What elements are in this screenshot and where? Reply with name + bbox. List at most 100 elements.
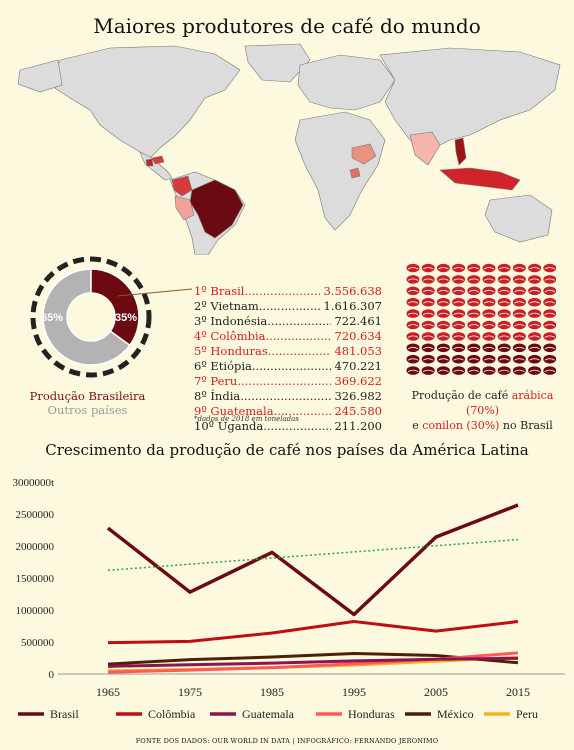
map-africa xyxy=(294,111,386,231)
legend-label: Colômbia xyxy=(148,707,196,721)
production-donut: 35% 65% xyxy=(30,256,152,378)
ranking-value: 1.616.307 xyxy=(323,299,382,313)
series-line-méxico xyxy=(107,652,519,666)
legend-label: México xyxy=(437,707,474,721)
bean-arabica-icon xyxy=(467,332,481,341)
ranking-row: 7º Peru.................................… xyxy=(194,374,382,389)
bean-arabica-icon xyxy=(467,275,481,284)
map-guatemala xyxy=(145,158,154,167)
bean-arabica-icon xyxy=(497,309,511,318)
bean-conilon-icon xyxy=(452,343,466,353)
bean-arabica-icon xyxy=(436,332,450,341)
bean-arabica-icon xyxy=(543,297,556,307)
bean-arabica-icon xyxy=(452,332,466,341)
map-europe xyxy=(297,54,396,111)
y-tick-label: 3000000t xyxy=(12,477,54,489)
bean-arabica-icon xyxy=(497,297,511,307)
bean-arabica-icon xyxy=(528,263,542,273)
x-tick-label: 1975 xyxy=(178,685,202,699)
bean-conilon-icon xyxy=(467,343,481,353)
ranking-dots: ...................................... xyxy=(265,329,332,343)
bean-arabica-icon xyxy=(467,263,481,273)
footer-credits: FONTE DOS DADOS: OUR WORLD IN DATA | INF… xyxy=(135,737,439,745)
ranking-row: 1º Brasil...............................… xyxy=(194,284,382,299)
bean-arabica-icon xyxy=(467,320,481,330)
bean-arabica-icon xyxy=(543,286,556,296)
bean-arabica-icon xyxy=(436,275,450,284)
ranking-country: 8º Índia................................… xyxy=(194,389,331,404)
bean-conilon-icon xyxy=(528,366,542,375)
bean-arabica-icon xyxy=(421,297,435,307)
ranking-name: Brasil xyxy=(210,284,245,298)
map-vietnam xyxy=(454,137,467,166)
bean-arabica-icon xyxy=(497,320,511,330)
bean-arabica-icon xyxy=(436,320,450,330)
bean-conilon-icon xyxy=(497,354,511,364)
ranking-name: Colômbia xyxy=(210,329,266,343)
bean-conilon-icon xyxy=(512,343,526,353)
bean-arabica-icon xyxy=(452,309,466,318)
bean-conilon-icon xyxy=(512,354,526,364)
y-tick-label: 1000000 xyxy=(16,605,55,617)
ranking-country: 6º Etiópia..............................… xyxy=(194,359,331,374)
line-chart: 0 500000 1000000 1500000 2000000 2500000 30000… xyxy=(12,477,565,721)
donut-slice-outros xyxy=(42,268,131,366)
bean-arabica-icon xyxy=(543,275,556,284)
bean-arabica-icon xyxy=(421,320,435,330)
bean-arabica-icon xyxy=(421,263,435,273)
world-map xyxy=(17,43,561,255)
ranking-dots: ...................................... xyxy=(273,404,332,418)
bean-conilon-icon xyxy=(452,354,466,364)
donut-legend-outros: Outros países xyxy=(47,403,128,417)
bean-arabica-icon xyxy=(543,263,556,273)
ranking-country: 7º Peru.................................… xyxy=(194,374,331,389)
bean-arabica-icon xyxy=(512,275,526,284)
ranking-country: 2º Vietnam..............................… xyxy=(194,299,320,314)
ranking-row: 2º Vietnam..............................… xyxy=(194,299,382,314)
bean-arabica-icon xyxy=(528,286,542,296)
legend-label: Brasil xyxy=(50,707,79,721)
bean-conilon-icon xyxy=(543,366,556,375)
bean-conilon-icon xyxy=(436,343,450,353)
y-tick-label: 1500000 xyxy=(16,573,55,585)
bean-grid xyxy=(406,263,556,375)
bean-conilon-icon xyxy=(543,354,556,364)
map-asia xyxy=(379,47,561,151)
donut-dashed-ring xyxy=(30,256,152,378)
map-central-america xyxy=(139,151,173,181)
x-tick-label: 2005 xyxy=(424,685,448,699)
bean-arabica-icon xyxy=(543,332,556,341)
producer-ranking: 1º Brasil...............................… xyxy=(194,284,382,434)
ranking-value: 722.461 xyxy=(334,314,382,328)
bean-arabica-icon xyxy=(421,309,435,318)
ranking-country: 10º Uganda..............................… xyxy=(194,419,331,434)
ranking-dots: ...................................... xyxy=(244,284,320,298)
ranking-value: 481.053 xyxy=(334,344,382,358)
legend-label: Guatemala xyxy=(242,707,295,721)
bean-arabica-icon xyxy=(497,275,511,284)
trendline-brasil xyxy=(107,538,519,572)
x-tick-label: 1965 xyxy=(96,685,120,699)
ranking-dots: ...................................... xyxy=(258,299,321,313)
bean-arabica-icon xyxy=(406,309,420,318)
bean-caption-conilon: conilon (30%) xyxy=(422,419,500,432)
bean-arabica-icon xyxy=(436,286,450,296)
page-title: Maiores produtores de café do mundo xyxy=(93,14,481,38)
bean-arabica-icon xyxy=(528,309,542,318)
ranking-row: 9º Guatemala............................… xyxy=(194,404,382,419)
bean-arabica-icon xyxy=(406,286,420,296)
bean-conilon-icon xyxy=(482,366,496,375)
bean-conilon-icon xyxy=(436,366,450,375)
ranking-name: Uganda xyxy=(217,419,264,433)
ranking-position: 1º xyxy=(194,284,207,298)
bean-arabica-icon xyxy=(406,297,420,307)
ranking-position: 7º xyxy=(194,374,207,388)
donut-label-outros: 65% xyxy=(41,312,63,324)
ranking-name: Índia xyxy=(210,389,241,403)
bean-conilon-icon xyxy=(512,366,526,375)
ranking-row: 6º Etiópia..............................… xyxy=(194,359,382,374)
y-tick-label: 0 xyxy=(49,669,55,681)
ranking-country: 9º Guatemala............................… xyxy=(194,404,331,419)
bean-conilon-icon xyxy=(421,343,435,353)
bean-arabica-icon xyxy=(528,320,542,330)
